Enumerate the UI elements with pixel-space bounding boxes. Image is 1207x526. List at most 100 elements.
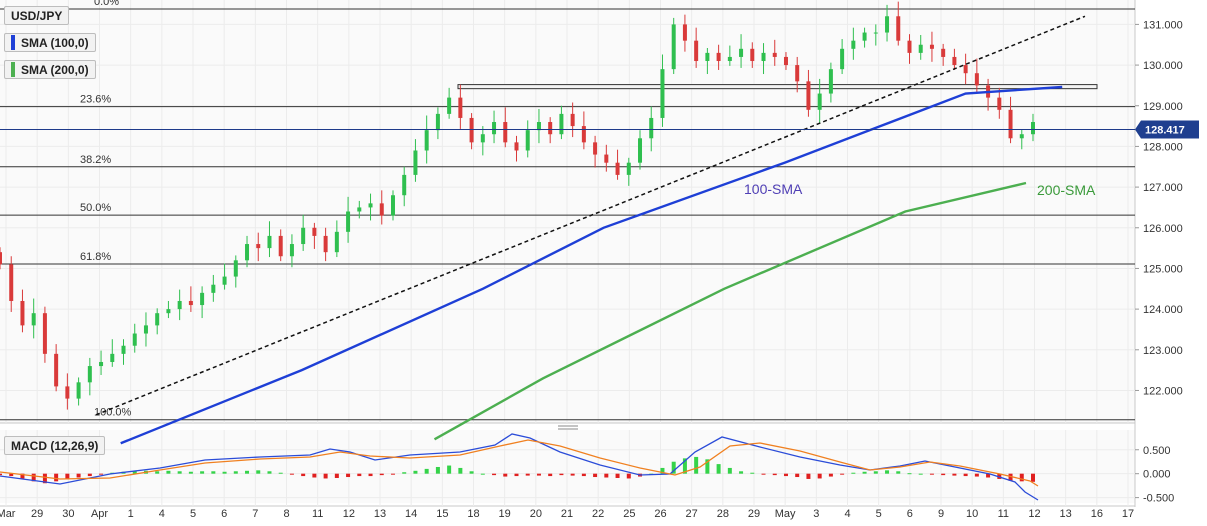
macd-histogram-bar: [357, 473, 362, 477]
candle-body: [312, 227, 317, 236]
candle-body: [671, 24, 676, 70]
macd-histogram-bar: [873, 471, 878, 474]
macd-histogram-bar: [42, 473, 47, 484]
candle-body: [424, 130, 429, 151]
candle-body: [626, 162, 631, 175]
macd-histogram-bar: [671, 461, 676, 474]
macd-histogram-bar: [885, 470, 890, 474]
macd-histogram-bar: [368, 473, 373, 477]
candle-body: [278, 235, 283, 257]
sma100-tag[interactable]: SMA (100,0): [4, 33, 96, 52]
candle-body: [559, 113, 564, 135]
fib-level-label: 38.2%: [80, 154, 111, 166]
last-price-label: 128.417: [1145, 124, 1185, 136]
candle-body: [536, 122, 541, 131]
candle-body: [873, 32, 878, 34]
x-tick-label: 22: [592, 508, 604, 520]
fib-level-label: 50.0%: [80, 202, 111, 214]
macd-histogram-bar: [132, 471, 137, 474]
macd-histogram-bar: [87, 473, 92, 477]
x-tick-label: 28: [717, 508, 729, 520]
macd-histogram-bar: [783, 473, 788, 477]
fib-level-label: 0.0%: [94, 0, 119, 8]
macd-histogram-bar: [458, 467, 463, 474]
x-tick-label: 15: [436, 508, 448, 520]
macd-histogram-bar: [480, 473, 485, 475]
macd-histogram-bar: [200, 471, 205, 474]
macd-histogram-bar: [492, 473, 497, 476]
candle-body: [761, 52, 766, 62]
macd-line: [0, 433, 1039, 501]
y-tick-label: 131.000: [1143, 19, 1183, 31]
candle-body: [963, 65, 968, 74]
candle-body: [155, 313, 160, 326]
macd-histogram-bar: [188, 471, 193, 474]
candle-body: [716, 52, 721, 62]
macd-histogram-bar: [559, 473, 564, 476]
x-tick-label: Mar: [0, 508, 16, 520]
y-tick-label: 123.000: [1143, 345, 1183, 357]
candle-body: [581, 126, 586, 143]
macd-histogram-bar: [278, 472, 283, 474]
candle-body: [682, 24, 687, 41]
macd-histogram-bar: [155, 471, 160, 474]
macd-histogram-bar: [963, 473, 968, 477]
macd-histogram-bar: [626, 473, 631, 479]
candle-body: [121, 345, 126, 354]
ascending-trendline: [95, 15, 1086, 416]
y-tick-label: 128.000: [1143, 141, 1183, 153]
macd-histogram-bar: [402, 472, 407, 474]
fib-level-label: 61.8%: [80, 251, 111, 263]
candle-body: [997, 97, 1002, 110]
candle-body: [750, 48, 755, 62]
macd-histogram-bar: [536, 473, 541, 476]
candle-body: [1008, 109, 1013, 139]
candle-body: [87, 366, 92, 383]
candle-body: [99, 361, 104, 367]
symbol-tag[interactable]: USD/JPY: [4, 6, 70, 25]
macd-histogram-bar: [727, 467, 732, 474]
candle-body: [110, 353, 115, 362]
macd-histogram-bar: [334, 473, 339, 478]
candle-body: [604, 154, 609, 163]
candle-body: [952, 56, 957, 66]
macd-histogram-bar: [65, 473, 70, 480]
candle-body: [42, 313, 47, 354]
candle-body: [649, 117, 654, 139]
macd-histogram-bar: [514, 473, 519, 477]
macd-histogram-bar: [851, 472, 856, 474]
macd-y-tick-label: 0.500: [1143, 445, 1171, 457]
y-tick-label: 125.000: [1143, 263, 1183, 275]
macd-histogram-bar: [379, 473, 384, 476]
macd-tag[interactable]: MACD (12,26,9): [4, 436, 106, 455]
macd-histogram-bar: [896, 471, 901, 474]
macd-histogram-bar: [99, 473, 104, 475]
x-tick-label: 14: [405, 508, 417, 520]
x-tick-label: 18: [467, 508, 479, 520]
macd-histogram-bar: [20, 473, 25, 479]
candle-body: [694, 40, 699, 62]
candle-body: [379, 203, 384, 216]
macd-histogram-bar: [840, 473, 845, 475]
macd-histogram-bar: [177, 471, 182, 474]
x-tick-label: 9: [938, 508, 944, 520]
macd-histogram-bar: [828, 473, 833, 477]
sma200-tag[interactable]: SMA (200,0): [4, 60, 96, 79]
macd-histogram-bar: [424, 468, 429, 474]
candle-body: [772, 52, 777, 57]
x-tick-label: 13: [1060, 508, 1072, 520]
candle-body: [54, 353, 59, 387]
candle-body: [817, 93, 822, 110]
macd-histogram-bar: [267, 471, 272, 474]
y-tick-label: 127.000: [1143, 182, 1183, 194]
macd-histogram-bar: [0, 473, 2, 476]
x-tick-label: 1: [128, 508, 134, 520]
sma100-label: 100-SMA: [744, 181, 803, 197]
candle-body: [548, 122, 553, 135]
candle-body: [211, 284, 216, 293]
macd-histogram-bar: [907, 473, 912, 475]
y-tick-label: 124.000: [1143, 304, 1183, 316]
candle-body: [143, 325, 148, 334]
